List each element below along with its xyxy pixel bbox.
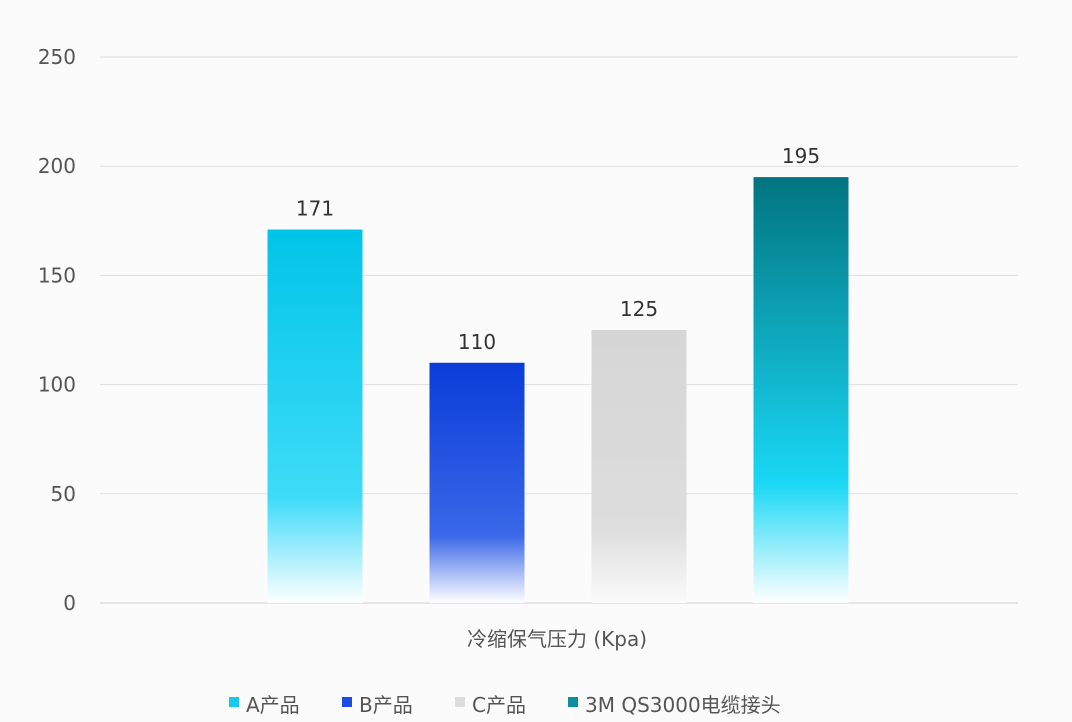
legend-swatch: [568, 697, 578, 707]
legend-label: C产品: [472, 693, 526, 717]
data-label: 171: [296, 197, 334, 221]
legend-label: B产品: [359, 693, 413, 717]
legend-swatch: [455, 697, 465, 707]
y-tick-label: 0: [63, 591, 76, 615]
y-axis-ticks: 0 50 100 150 200 250: [38, 45, 76, 615]
data-label: 110: [458, 330, 496, 354]
bar-1: [267, 229, 363, 603]
y-tick-label: 50: [51, 482, 76, 506]
legend-swatch: [342, 697, 352, 707]
x-axis-title: 冷缩保气压力 (Kpa): [467, 627, 647, 651]
legend-item: B产品: [342, 693, 413, 717]
bar-4: [753, 177, 849, 603]
y-tick-label: 100: [38, 373, 76, 397]
gridlines: [100, 56, 1018, 604]
data-label: 195: [782, 144, 820, 168]
y-tick-label: 250: [38, 45, 76, 69]
y-tick-label: 200: [38, 154, 76, 178]
legend-item: C产品: [455, 693, 526, 717]
data-label: 125: [620, 297, 658, 321]
legend-label: 3M QS3000电缆接头: [585, 693, 781, 717]
bars: [267, 177, 849, 603]
y-tick-label: 150: [38, 263, 76, 287]
data-labels: 171 110 125 195: [296, 144, 820, 354]
legend: A产品 B产品 C产品 3M QS3000电缆接头: [229, 693, 781, 717]
legend-item: A产品: [229, 693, 300, 717]
bar-2: [429, 362, 525, 603]
legend-label: A产品: [246, 693, 300, 717]
legend-item: 3M QS3000电缆接头: [568, 693, 781, 717]
bar-3: [591, 330, 687, 603]
legend-swatch: [229, 697, 239, 707]
